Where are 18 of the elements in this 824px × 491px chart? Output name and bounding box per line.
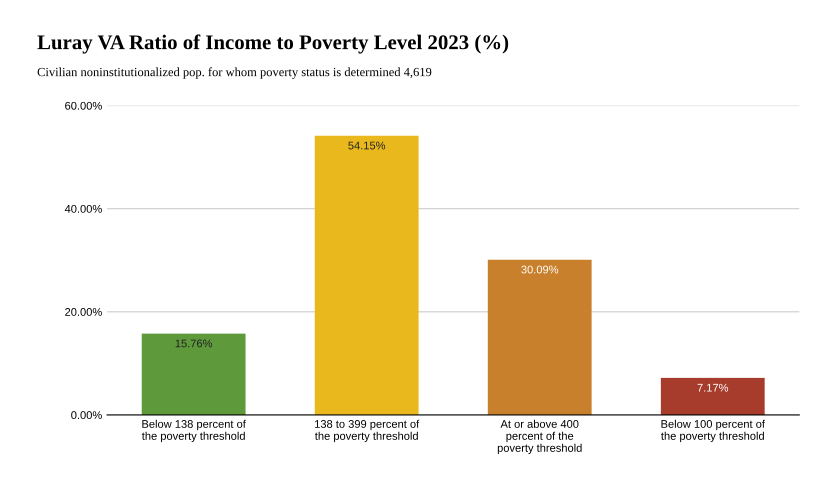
y-tick-label: 60.00% (65, 102, 102, 110)
x-tick-label: Below 138 percent of the poverty threshold (142, 420, 246, 442)
bar (488, 260, 592, 415)
chart-subtitle: Civilian noninstitutionalized pop. for whom poverty status is determined 4,619 (38, 67, 432, 79)
bar (314, 136, 419, 415)
x-tick-label: Below 100 percent of the poverty threshold (661, 420, 765, 442)
y-tick-label: 20.00% (65, 308, 102, 316)
x-tick-label: At or above 400 percent of the poverty threshold (498, 420, 582, 454)
bar (660, 378, 765, 415)
data-label: 54.15% (348, 142, 386, 150)
data-label: 30.09% (521, 266, 558, 274)
x-tick-label: 138 to 399 percent of the poverty threshold (314, 420, 420, 442)
chart-title: Luray VA Ratio of Income to Poverty Level 2023 (%) (37, 34, 508, 54)
bar (142, 334, 246, 415)
y-tick-label: 0.00% (71, 411, 102, 420)
data-label: 15.76% (176, 339, 212, 348)
y-tick-label: 40.00% (64, 204, 102, 213)
data-label: 7.17% (698, 384, 728, 392)
